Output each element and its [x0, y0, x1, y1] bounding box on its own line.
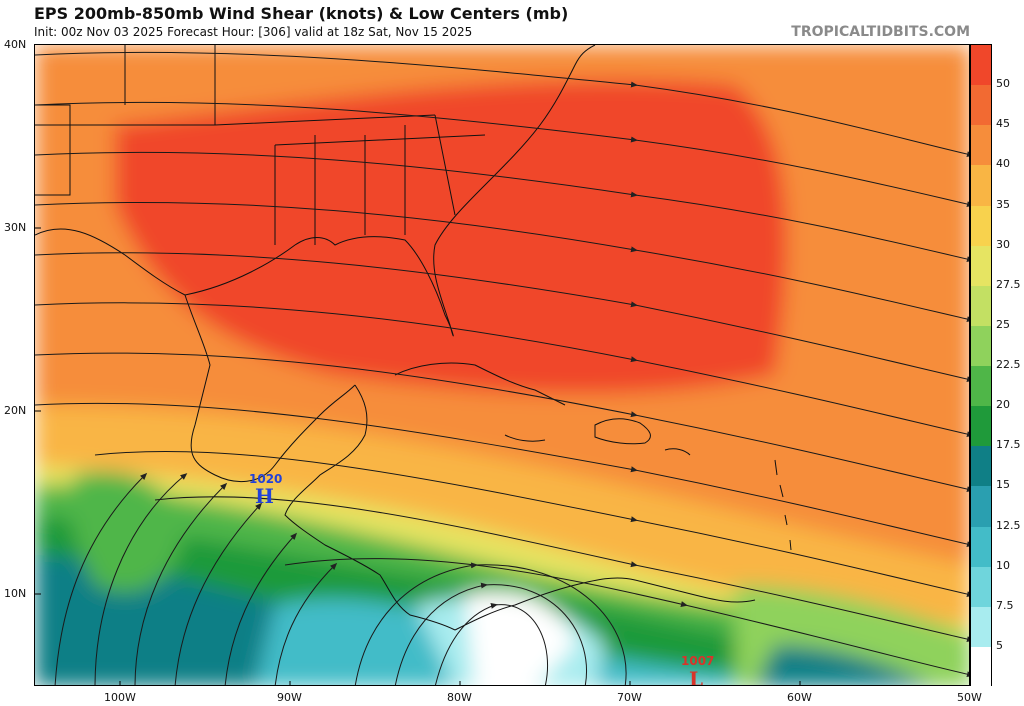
colorbar-segment: [971, 606, 991, 648]
colorbar-label: 10: [996, 558, 1010, 572]
map-canvas: 1020 H 1007 L: [35, 45, 969, 686]
colorbar-label: 12.5: [996, 518, 1021, 532]
low-pressure-value: 1007: [681, 654, 714, 668]
colorbar-label: 30: [996, 237, 1010, 251]
lon-label-90w: 90W: [277, 691, 302, 704]
lat-label-40n: 40N: [4, 38, 27, 51]
colorbar-segment: [971, 446, 991, 487]
lat-label-30n: 30N: [4, 221, 27, 234]
colorbar-label: 25: [996, 317, 1010, 331]
colorbar-segment: [971, 646, 991, 688]
coastlines: [35, 45, 792, 631]
lat-label-10n: 10N: [4, 587, 27, 600]
colorbar-segment: [971, 566, 991, 608]
colorbar-segment: [971, 125, 991, 166]
colorbar-label: 17.5: [996, 438, 1021, 452]
shear-fill: [35, 45, 969, 685]
colorbar-segment: [971, 205, 991, 247]
high-pressure-value: 1020: [249, 472, 282, 486]
colorbar-segment: [971, 45, 991, 86]
colorbar-segment: [971, 245, 991, 287]
colorbar-segment: [971, 406, 991, 447]
colorbar-label: 45: [996, 117, 1010, 131]
colorbar: [970, 44, 992, 688]
graticule: [35, 227, 801, 685]
high-pressure-center: 1020 H: [249, 472, 282, 508]
colorbar-segment: [971, 285, 991, 327]
lon-label-100w: 100W: [104, 691, 136, 704]
lat-label-20n: 20N: [4, 404, 27, 417]
colorbar-label: 22.5: [996, 358, 1021, 371]
map-subtitle: Init: 00z Nov 03 2025 Forecast Hour: [30…: [34, 25, 473, 39]
colorbar-segment: [971, 325, 991, 367]
colorbar-label: 50: [996, 77, 1010, 91]
site-watermark: TROPICALTIDBITS.COM: [791, 24, 970, 40]
colorbar-segment: [971, 165, 991, 206]
colorbar-label: 15: [996, 478, 1010, 492]
high-pressure-letter: H: [255, 484, 274, 508]
lon-label-70w: 70W: [617, 691, 642, 704]
colorbar-segment: [971, 366, 991, 407]
lon-label-50w: 50W: [957, 691, 982, 704]
colorbar-label: 35: [996, 197, 1010, 211]
lon-label-80w: 80W: [447, 691, 472, 704]
colorbar-label: 5: [996, 638, 1003, 652]
low-pressure-center: 1007 L: [681, 654, 714, 686]
colorbar-label: 7.5: [996, 598, 1014, 612]
colorbar-segment: [971, 85, 991, 126]
streamlines: [35, 51, 969, 685]
colorbar-segment: [971, 486, 991, 527]
colorbar-label: 27.5: [996, 277, 1021, 291]
lon-label-60w: 60W: [787, 691, 812, 704]
colorbar-label: 20: [996, 398, 1010, 412]
low-pressure-letter: L: [689, 667, 703, 686]
map-title: EPS 200mb-850mb Wind Shear (knots) & Low…: [34, 4, 569, 23]
colorbar-segment: [971, 526, 991, 568]
wind-shear-map: 1020 H 1007 L: [34, 44, 970, 686]
colorbar-label: 40: [996, 157, 1010, 171]
